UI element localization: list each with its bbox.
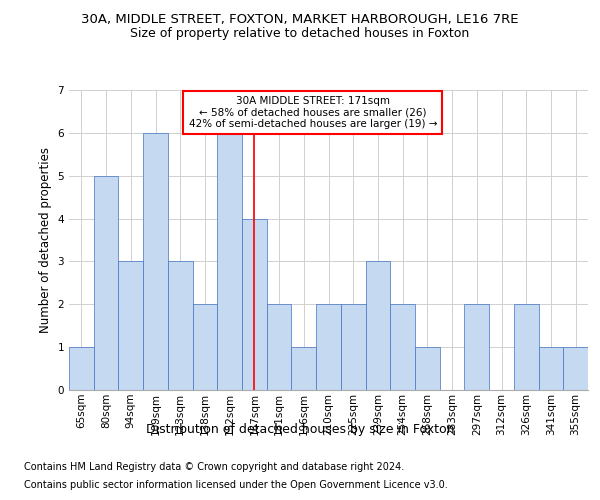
Bar [267, 304, 292, 390]
Text: Contains public sector information licensed under the Open Government Licence v3: Contains public sector information licen… [24, 480, 448, 490]
Bar [563, 347, 588, 390]
Bar [316, 304, 341, 390]
Bar [242, 218, 267, 390]
Bar [143, 133, 168, 390]
Bar [118, 262, 143, 390]
Bar [217, 133, 242, 390]
Text: 30A, MIDDLE STREET, FOXTON, MARKET HARBOROUGH, LE16 7RE: 30A, MIDDLE STREET, FOXTON, MARKET HARBO… [81, 12, 519, 26]
Bar [514, 304, 539, 390]
Bar [365, 262, 390, 390]
Bar [390, 304, 415, 390]
Bar [415, 347, 440, 390]
Bar [341, 304, 365, 390]
Bar [168, 262, 193, 390]
Text: 30A MIDDLE STREET: 171sqm
← 58% of detached houses are smaller (26)
42% of semi-: 30A MIDDLE STREET: 171sqm ← 58% of detac… [188, 96, 437, 129]
Bar [193, 304, 217, 390]
Text: Distribution of detached houses by size in Foxton: Distribution of detached houses by size … [146, 422, 454, 436]
Bar [292, 347, 316, 390]
Bar [464, 304, 489, 390]
Text: Contains HM Land Registry data © Crown copyright and database right 2024.: Contains HM Land Registry data © Crown c… [24, 462, 404, 472]
Y-axis label: Number of detached properties: Number of detached properties [39, 147, 52, 333]
Bar [69, 347, 94, 390]
Text: Size of property relative to detached houses in Foxton: Size of property relative to detached ho… [130, 28, 470, 40]
Bar [539, 347, 563, 390]
Bar [94, 176, 118, 390]
